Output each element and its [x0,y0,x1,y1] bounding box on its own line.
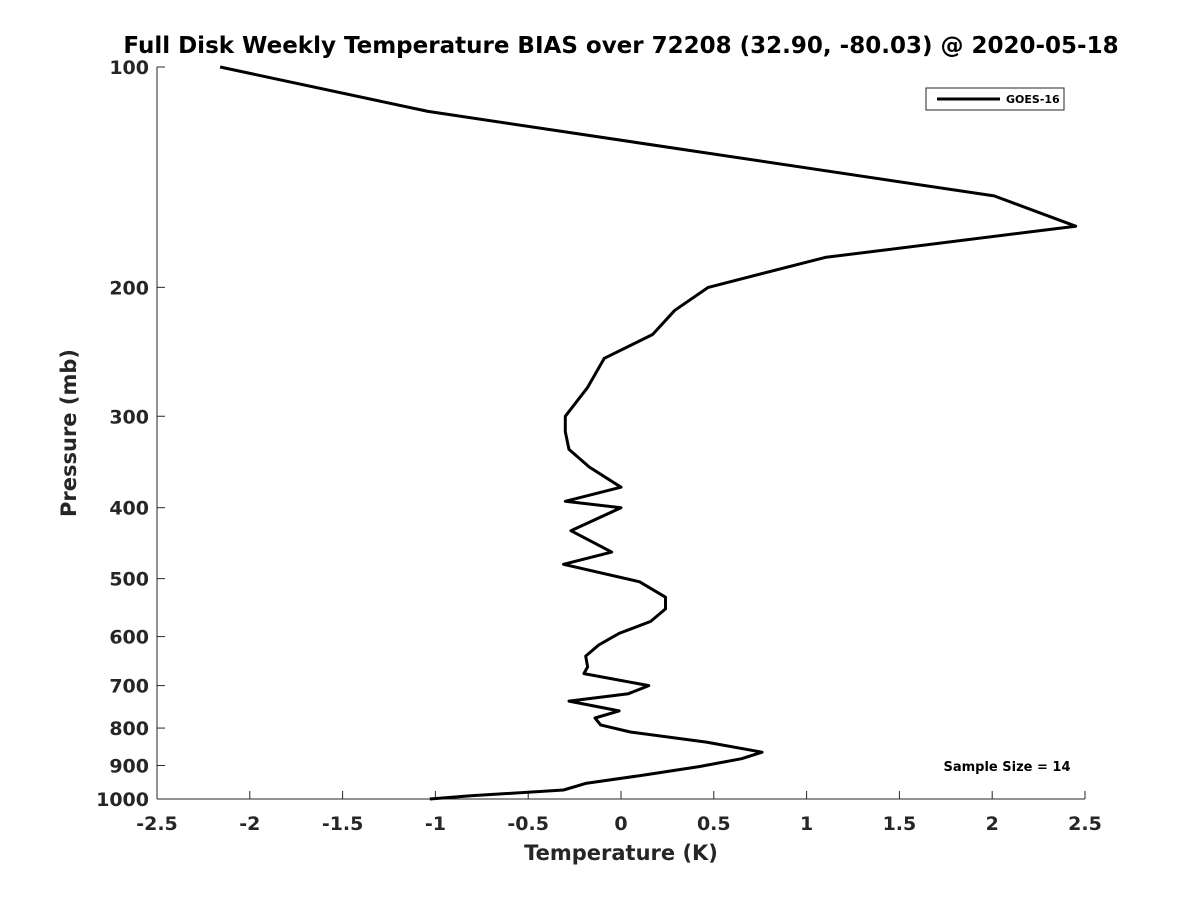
y-tick-label: 900 [109,756,149,778]
y-tick-label: 600 [109,627,149,649]
series-line-0 [219,65,1078,801]
x-axis-label: Temperature (K) [524,841,718,865]
x-axis-ticks: -2.5 -2 -1.5 -1 -0.5 0 0.5 1 1.5 2 2.5 [136,791,1102,835]
x-tick-label: -1.5 [322,813,364,835]
x-tick-label: 2.5 [1068,813,1102,835]
x-tick-label: -0.5 [507,813,549,835]
legend: GOES-16 [925,87,1065,111]
x-tick-label: -2 [239,813,260,835]
x-tick-label: 1.5 [883,813,917,835]
y-tick-label: 700 [109,676,149,698]
y-axis-ticks: 100 200 300 400 500 600 700 800 900 1000 [96,57,165,811]
series-group [219,65,1078,801]
y-tick-label: 500 [109,569,149,591]
y-tick-label: 800 [109,718,149,740]
y-tick-label: 400 [109,498,149,520]
x-tick-label: -2.5 [136,813,178,835]
y-axis-label: Pressure (mb) [57,349,81,517]
y-tick-label: 200 [109,277,149,299]
x-tick-label: -1 [425,813,446,835]
chart-title: Full Disk Weekly Temperature BIAS over 7… [123,33,1118,59]
x-tick-label: 0 [614,813,627,835]
y-tick-label: 100 [109,57,149,79]
sample-size-annotation: Sample Size = 14 [943,760,1070,775]
x-tick-label: 0.5 [697,813,731,835]
y-tick-label: 300 [109,406,149,428]
legend-entry-goes-16: GOES-16 [1006,93,1060,106]
y-tick-label: 1000 [96,789,149,811]
x-tick-label: 2 [986,813,999,835]
x-tick-label: 1 [800,813,813,835]
